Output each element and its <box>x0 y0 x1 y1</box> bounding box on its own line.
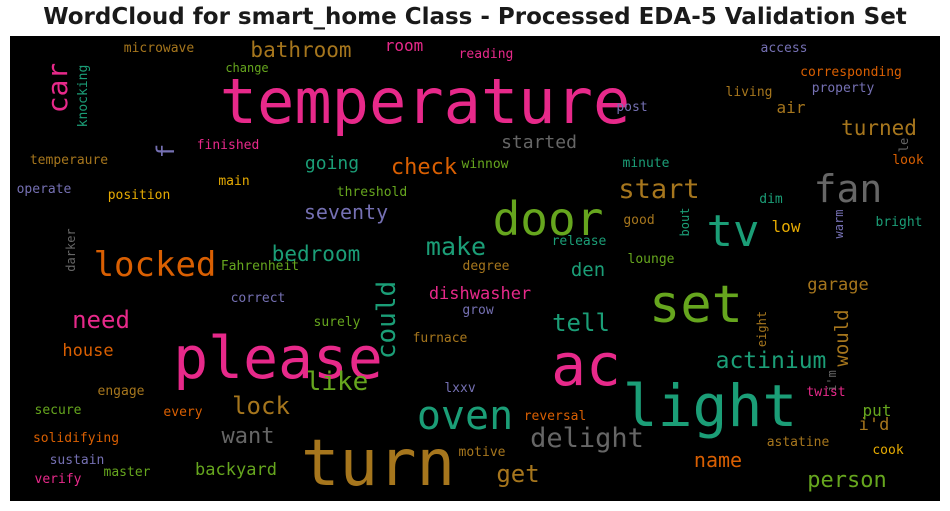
word-make: make <box>426 232 486 261</box>
word-name: name <box>694 448 742 472</box>
word-ac: ac <box>551 331 621 399</box>
word-le: le <box>897 138 911 152</box>
wordcloud-panel: temperature turn please ac light set door tv fan… <box>10 36 940 501</box>
word-property: property <box>812 81 875 96</box>
word-engage: engage <box>98 384 145 399</box>
word-tell: tell <box>552 309 610 337</box>
word-dishwasher: dishwasher <box>429 284 531 304</box>
word-bathroom: bathroom <box>250 38 351 62</box>
word-fahrenheit: Fahrenheit <box>221 259 299 274</box>
word-car: car <box>41 63 74 114</box>
word-warm: warm <box>832 210 846 239</box>
word-start: start <box>618 174 699 205</box>
word-microwave: microwave <box>124 41 195 56</box>
word-actinium: actinium <box>716 348 827 374</box>
word-started: started <box>501 132 577 153</box>
word-release: release <box>552 234 607 249</box>
word-person: person <box>807 468 886 493</box>
word-solidifying: solidifying <box>33 431 119 446</box>
word-please: please <box>173 324 383 392</box>
word-good: good <box>623 213 654 228</box>
word-finished: finished <box>197 138 260 153</box>
word-secure: secure <box>35 403 82 418</box>
word-sustain: sustain <box>50 453 105 468</box>
word-look: look <box>892 153 923 168</box>
word-minute: minute <box>623 156 670 171</box>
word-temperature: temperature <box>220 65 631 138</box>
word-darker: darker <box>64 228 78 271</box>
word-turned: turned <box>841 116 917 140</box>
word-bedroom: bedroom <box>272 242 361 266</box>
word-astatine: astatine <box>767 435 830 450</box>
word-correct: correct <box>231 291 286 306</box>
word-winnow: winnow <box>462 157 509 172</box>
word-going: going <box>305 153 359 174</box>
word-lock: lock <box>232 392 290 420</box>
word-master: master <box>104 465 151 480</box>
word-every: every <box>163 405 202 420</box>
wordcloud-background <box>10 36 940 501</box>
word-seventy: seventy <box>304 200 388 224</box>
word-bout: bout <box>678 208 692 237</box>
word-door: door <box>493 192 604 246</box>
word-eight: eight <box>755 311 769 347</box>
word-tv: tv <box>707 206 760 257</box>
word-need: need <box>72 306 130 334</box>
word-lxxv: lxxv <box>444 381 475 396</box>
word-turn: turn <box>301 427 455 501</box>
word-would: would <box>831 309 853 366</box>
word-position: position <box>108 188 171 203</box>
word-lounge: lounge <box>628 252 675 267</box>
word-threshold: threshold <box>337 185 407 200</box>
word-like: like <box>306 367 369 397</box>
word-grow: grow <box>462 303 493 318</box>
word-surely: surely <box>314 315 361 330</box>
word-cook: cook <box>872 443 903 458</box>
word-knocking: knocking <box>76 65 91 128</box>
word-set: set <box>649 275 743 335</box>
word-degree: degree <box>463 259 510 274</box>
word-put: put <box>863 401 892 420</box>
word-delight: delight <box>530 423 644 454</box>
word-locked: locked <box>94 245 217 285</box>
word-motive: motive <box>459 445 506 460</box>
word-operate: operate <box>17 182 72 197</box>
word-oven: oven <box>417 393 513 439</box>
word-post: post <box>616 100 647 115</box>
word-corresponding: corresponding <box>800 65 902 80</box>
word-living: living <box>726 85 773 100</box>
word-fan: fan <box>814 167 883 211</box>
word-backyard: backyard <box>195 460 277 480</box>
word-reversal: reversal <box>524 409 587 424</box>
word-i-d: i'd <box>859 415 890 435</box>
word-could: could <box>372 281 402 359</box>
word-air: air <box>777 98 806 117</box>
word-i-m: i'm <box>825 370 839 392</box>
word-verify: verify <box>35 472 82 487</box>
word-f: f <box>152 144 180 158</box>
word-house: house <box>62 341 113 361</box>
word-low: low <box>772 217 801 236</box>
word-bright: bright <box>876 215 923 230</box>
word-dim: dim <box>759 192 783 207</box>
chart-title: WordCloud for smart_home Class - Process… <box>43 4 907 30</box>
word-access: access <box>761 41 808 56</box>
word-get: get <box>496 460 539 488</box>
word-temperaure: temperaure <box>30 153 108 168</box>
word-reading: reading <box>459 47 514 62</box>
word-room: room <box>385 36 424 55</box>
word-want: want <box>222 424 275 449</box>
word-main: main <box>218 174 249 189</box>
word-furnace: furnace <box>413 331 468 346</box>
word-garage: garage <box>807 275 868 295</box>
word-twist: twist <box>806 385 845 400</box>
word-change: change <box>225 61 268 75</box>
word-check: check <box>391 155 457 180</box>
word-den: den <box>571 259 605 281</box>
word-light: light <box>623 372 798 440</box>
